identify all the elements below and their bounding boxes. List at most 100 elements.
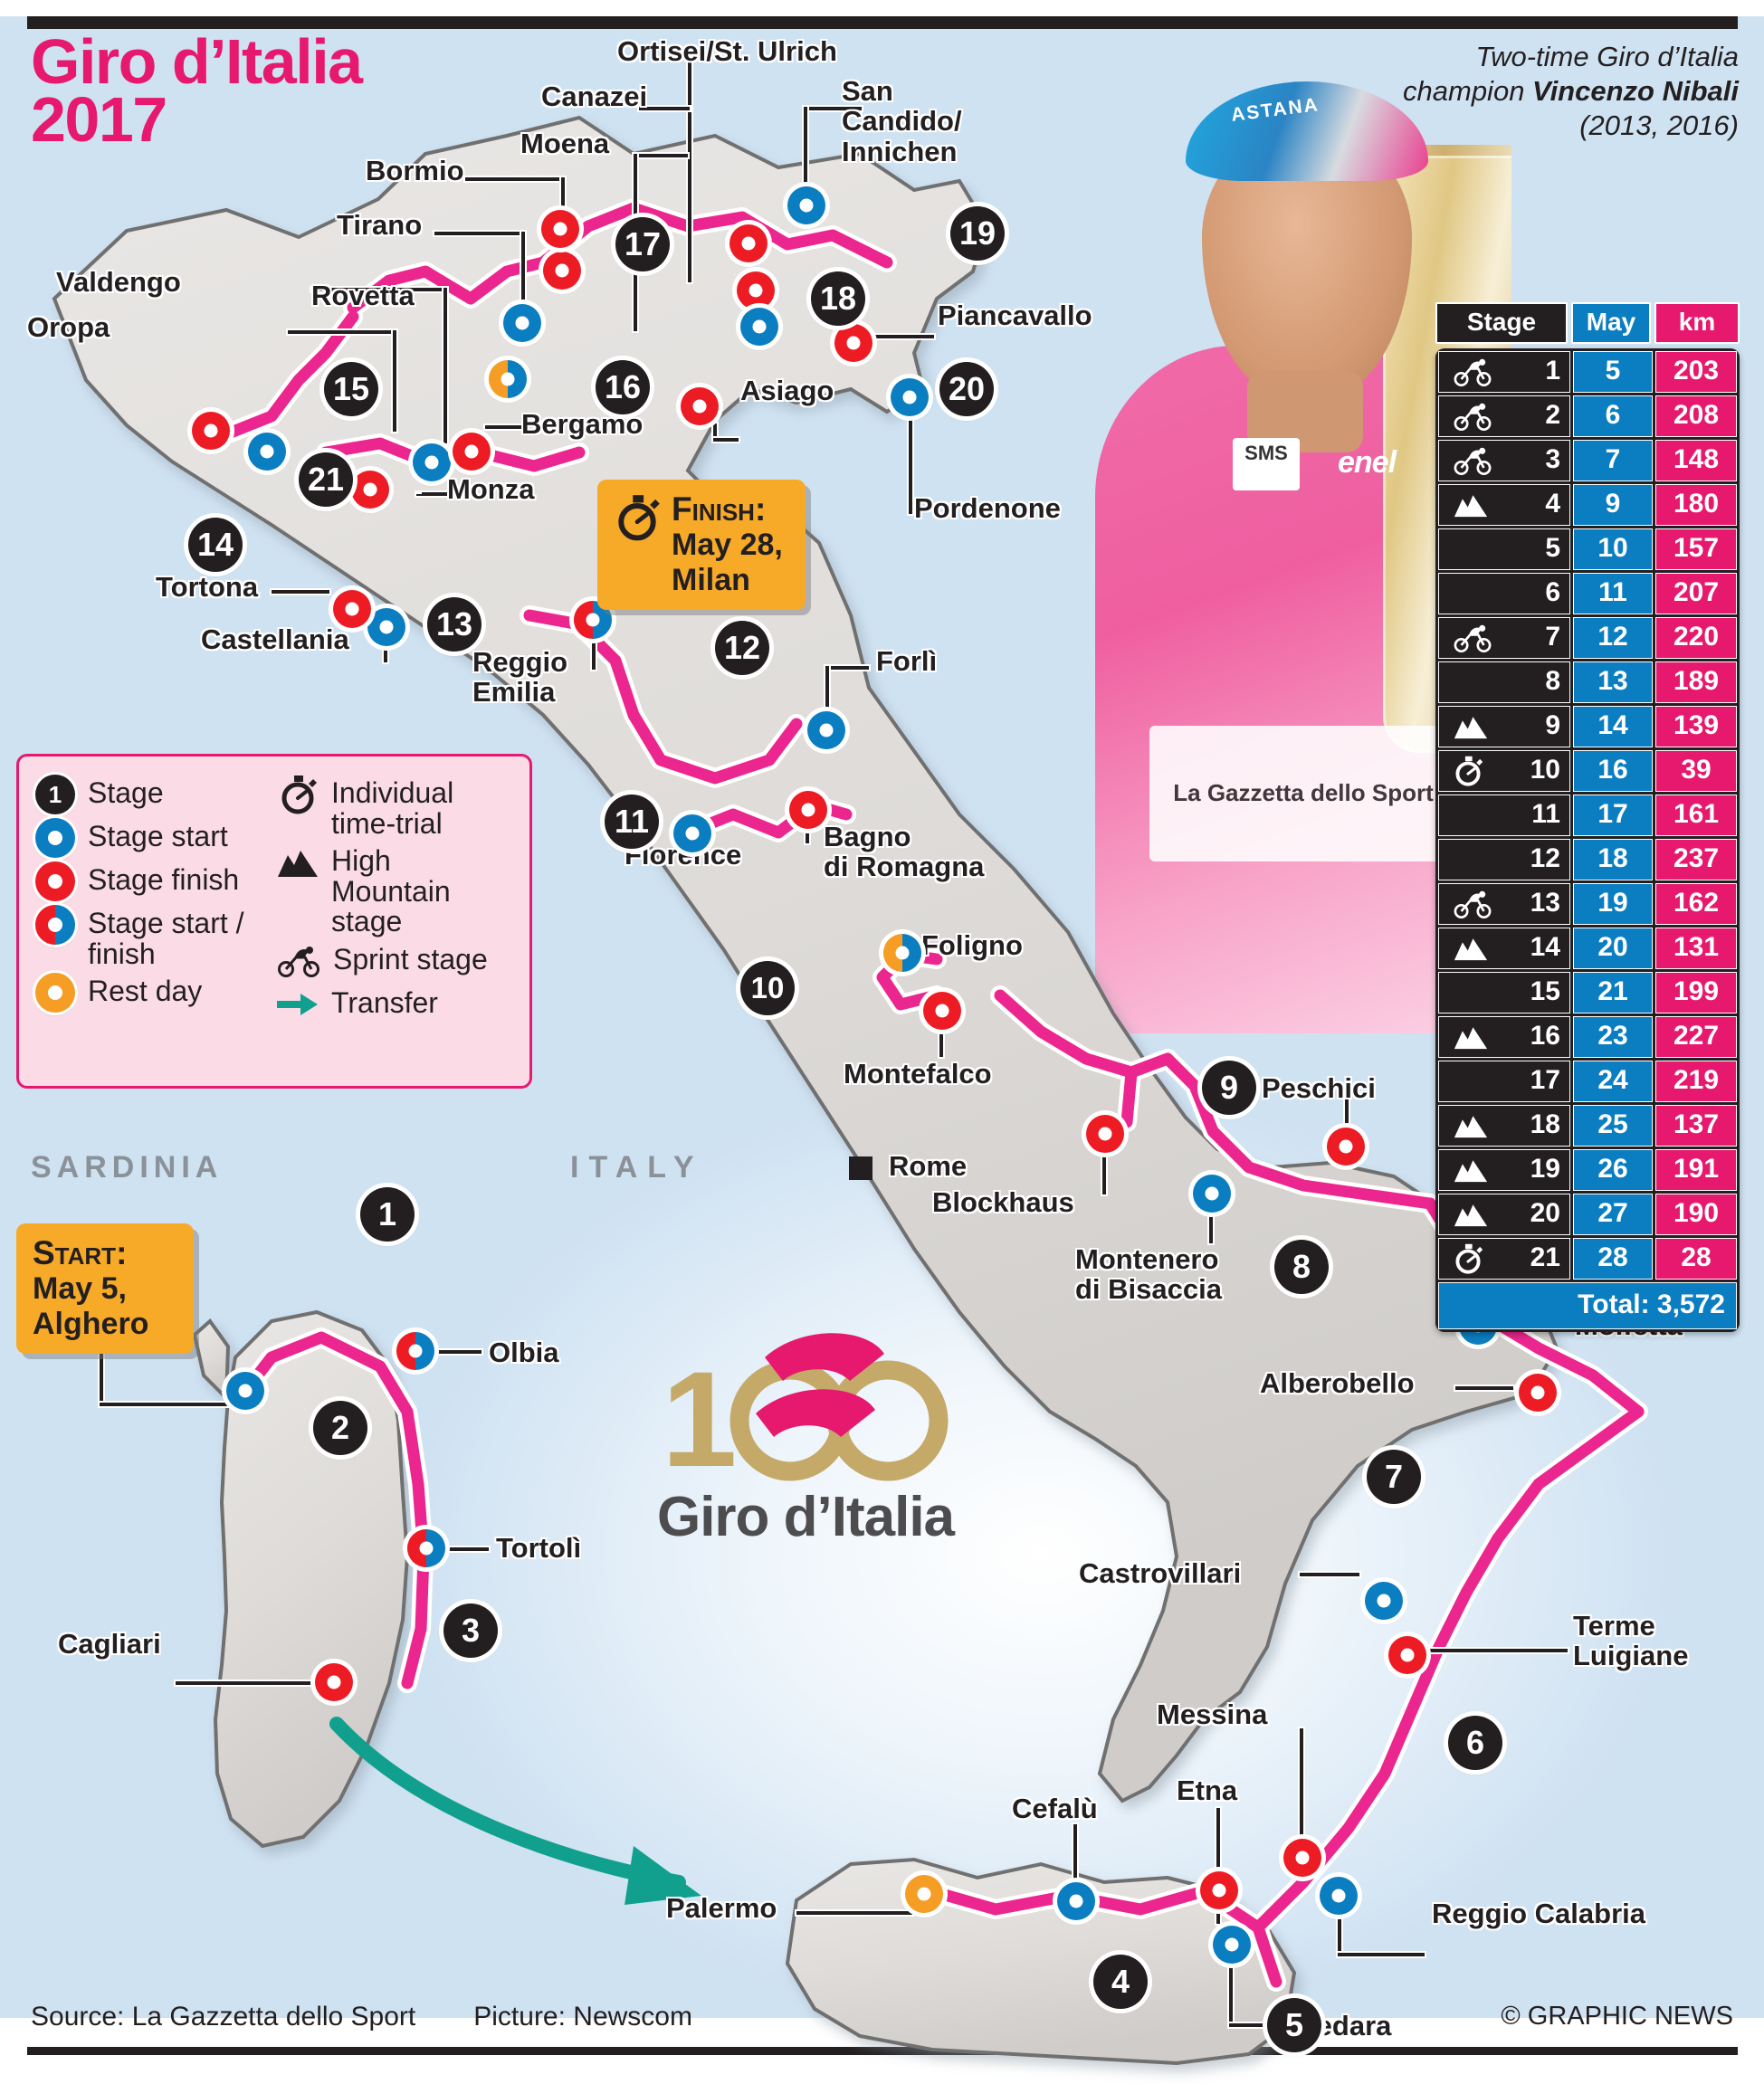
cell-may: 26	[1573, 1149, 1653, 1191]
label-montenero: Montenero di Bisaccia	[1075, 1243, 1222, 1306]
cell-may: 23	[1573, 1016, 1653, 1058]
mountain-icon	[1450, 711, 1497, 742]
marker-reggio-calabria	[1320, 1877, 1358, 1915]
cell-may: 27	[1573, 1194, 1653, 1235]
stage-number: 6	[1545, 577, 1560, 607]
stage-badge-5: 5	[1267, 1998, 1321, 2052]
legend-label-high-mountain: High Mountain stage	[331, 844, 451, 938]
marker-foligno-rest	[883, 934, 921, 972]
cell-stage: 19	[1438, 1149, 1570, 1191]
stage-number: 7	[1545, 622, 1560, 652]
bottom-rule	[27, 2047, 1738, 2055]
label-country-italy: ITALY	[570, 1150, 704, 1185]
marker-palermo-rest	[905, 1875, 943, 1913]
column-header-may: May	[1571, 302, 1651, 344]
cell-km: 190	[1655, 1194, 1737, 1235]
mountain-icon	[1450, 1022, 1497, 1052]
cell-stage: 10	[1438, 750, 1570, 792]
label-valdengo: Valdengo	[56, 266, 181, 298]
label-rovetta: Rovetta	[311, 280, 415, 311]
leader-line-asiago	[713, 438, 739, 442]
svg-text:1: 1	[662, 1343, 737, 1484]
cell-may: 20	[1573, 928, 1653, 969]
leader-line-monza	[416, 492, 447, 496]
cell-stage: 2	[1438, 395, 1570, 437]
table-row: 18 25 137	[1438, 1105, 1737, 1147]
label-cagliari: Cagliari	[58, 1628, 161, 1660]
cell-may: 17	[1573, 795, 1653, 836]
stage-badge-10: 10	[740, 961, 795, 1015]
leader-line-san-candido	[804, 107, 862, 110]
marker-messina	[1283, 1839, 1321, 1877]
legend-item-stage-start-finish: Stage start / finish	[35, 905, 272, 969]
leader-line-olbia	[436, 1350, 482, 1354]
label-piancavallo: Piancavallo	[938, 300, 1092, 331]
stage-badge-16: 16	[596, 360, 650, 414]
cell-may: 6	[1573, 395, 1653, 437]
marker-pedara	[1213, 1926, 1251, 1964]
cell-km: 207	[1655, 573, 1737, 614]
giro-100-logo: 1 Giro d’Italia	[625, 1330, 987, 1549]
leader-line-bormio	[465, 177, 565, 181]
leader-line-pedara-v	[1229, 1964, 1233, 2027]
legend-label-sprint-stage: Sprint stage	[333, 942, 488, 975]
cell-may: 19	[1573, 883, 1653, 925]
stage-badge-11: 11	[605, 795, 659, 849]
marker-milan-finish	[453, 433, 491, 471]
sprint-stage-icon	[1450, 889, 1497, 919]
cell-km: 137	[1655, 1105, 1737, 1147]
label-asiago: Asiago	[740, 375, 834, 406]
cell-stage: 3	[1438, 440, 1570, 481]
label-reggio-calabria: Reggio Calabria	[1432, 1898, 1645, 1929]
leader-line-moena	[634, 154, 688, 157]
title-line-2: 2017	[31, 84, 167, 156]
stage-number: 3	[1545, 444, 1560, 474]
stage-number: 20	[1530, 1198, 1560, 1228]
cell-stage: 20	[1438, 1194, 1570, 1235]
leader-line-tirano	[434, 232, 525, 235]
title-line-1: Giro d’Italia	[31, 26, 363, 97]
marker-bergamo-finish	[681, 387, 719, 425]
stage-badge-21: 21	[299, 452, 353, 507]
leader-line-san-candido-v	[804, 107, 807, 197]
stopwatch-icon	[618, 495, 660, 541]
cell-km: 220	[1655, 617, 1737, 659]
cell-km: 219	[1655, 1061, 1737, 1102]
cell-may: 13	[1573, 661, 1653, 703]
table-row: 4 9 180	[1438, 484, 1737, 526]
stage-number: 11	[1531, 799, 1560, 829]
sprint-stage-icon	[1450, 401, 1497, 432]
legend-item-sprint-stage: Sprint stage	[277, 941, 513, 981]
label-castellania: Castellania	[201, 623, 349, 655]
marker-castrovillari	[1365, 1582, 1403, 1620]
stage-badge-12: 12	[715, 621, 769, 675]
cell-stage: 14	[1438, 928, 1570, 969]
stage-number: 18	[1530, 1109, 1560, 1139]
legend-item-time-trial: Individual time-trial	[277, 775, 513, 839]
leader-line-reggio-emilia	[592, 633, 596, 670]
map-legend: 1 Stage Stage start Stage finish Stage s…	[16, 754, 532, 1089]
legend-column-left: 1 Stage Stage start Stage finish Stage s…	[35, 775, 272, 1068]
stage-table-body: 1 5 203 2 6 208 3 7 148 4 9 180 5 10 157 6 11 207 7 12 220 8 1…	[1435, 348, 1740, 1332]
leader-line-messina	[1300, 1728, 1303, 1837]
start-keyword: Start:	[33, 1234, 128, 1271]
marker-piancavallo	[834, 324, 872, 362]
stage-badge-19: 19	[950, 206, 1005, 261]
leader-line-ortisei	[688, 60, 691, 282]
giro-logo-wordmark: Giro d’Italia	[656, 1486, 955, 1548]
table-row: 11 17 161	[1438, 795, 1737, 836]
legend-item-transfer: Transfer	[277, 985, 513, 1024]
cell-stage: 13	[1438, 883, 1570, 925]
stage-number: 19	[1530, 1154, 1560, 1184]
marker-monza	[351, 471, 389, 509]
marker-cagliari	[315, 1663, 353, 1701]
cell-may: 9	[1573, 484, 1653, 526]
label-ortisei: Ortisei/St. Ulrich	[617, 35, 837, 67]
mountain-icon	[277, 842, 319, 882]
table-row: 2 6 208	[1438, 395, 1737, 437]
stage-badge-6: 6	[1448, 1716, 1502, 1770]
cell-stage: 11	[1438, 795, 1570, 836]
leader-line-oropa	[288, 330, 396, 334]
label-palermo: Palermo	[666, 1892, 777, 1924]
cell-stage: 4	[1438, 484, 1570, 526]
